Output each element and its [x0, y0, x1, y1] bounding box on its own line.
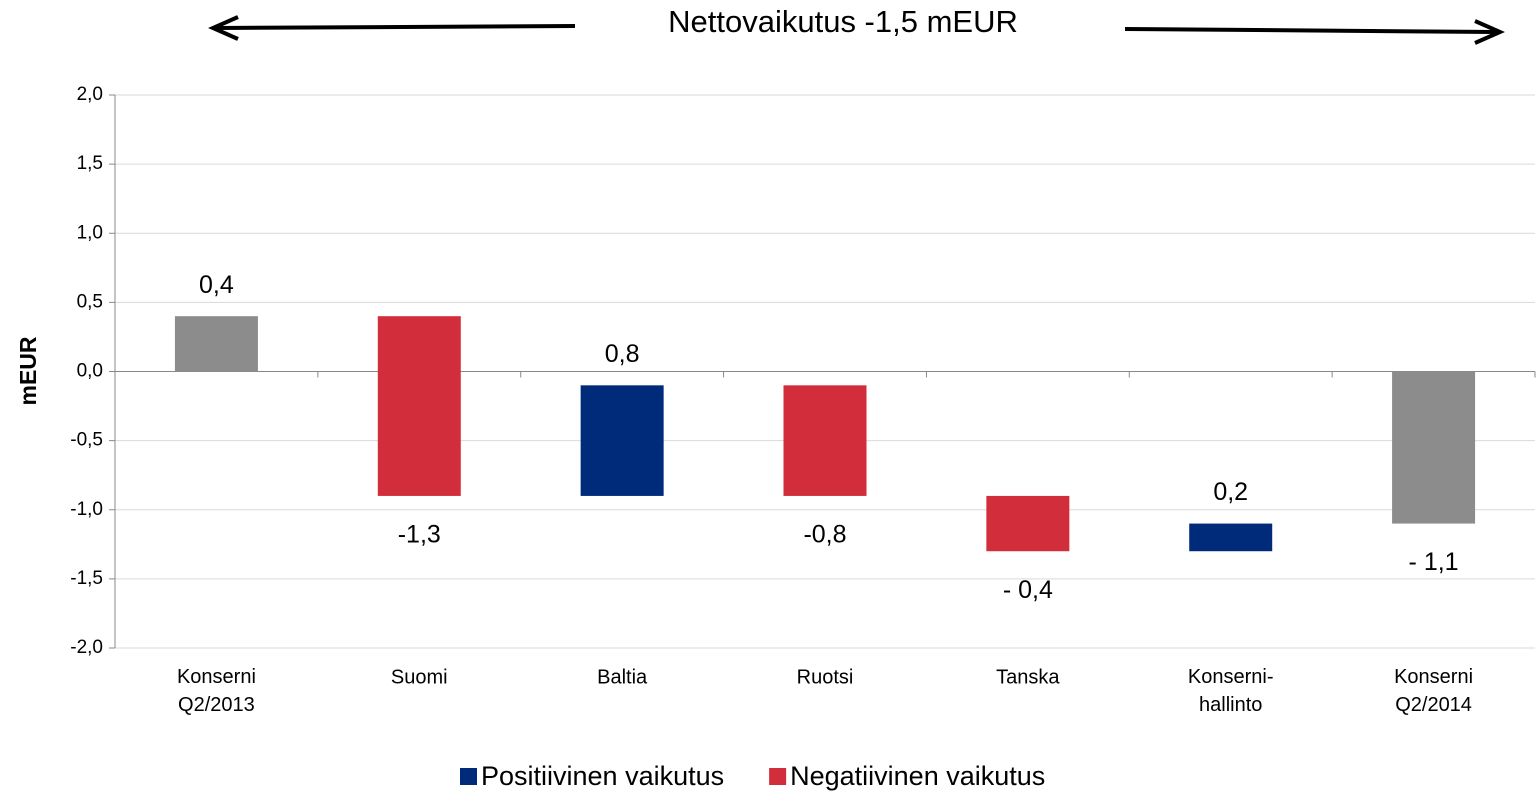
y-tick-label: 1,5	[77, 153, 103, 174]
y-tick-label: -1,5	[70, 568, 103, 589]
arrow-left	[208, 15, 576, 41]
data-label: 0,4	[199, 271, 234, 299]
chart-title: Nettovaikutus -1,5 mEUR	[668, 4, 1018, 39]
x-tick-label: Tanska	[996, 666, 1060, 688]
bar	[1189, 523, 1273, 552]
legend-swatch	[769, 768, 787, 785]
y-tick-label: -2,0	[70, 637, 103, 658]
x-tick-label: Suomi	[391, 666, 448, 688]
bar	[377, 316, 461, 496]
data-label: -0,8	[803, 521, 846, 549]
x-tick-label: Ruotsi	[797, 666, 854, 688]
x-tick-label: Konserni Q2/2014	[1394, 666, 1473, 716]
legend-label: Positiivinen vaikutus	[481, 761, 724, 791]
data-label: -1,3	[398, 521, 441, 549]
legend-label: Negatiivinen vaikutus	[790, 761, 1045, 791]
y-tick-label: 0,0	[77, 361, 103, 382]
bar	[580, 385, 664, 496]
data-label: 0,8	[605, 340, 640, 368]
bar	[783, 385, 867, 496]
x-tick-label: Baltia	[597, 666, 648, 688]
x-tick-label: Konserni-hallinto	[1188, 666, 1274, 716]
data-label: - 1,1	[1409, 548, 1459, 576]
bar	[986, 495, 1070, 552]
y-tick-label: -1,0	[70, 499, 103, 520]
y-tick-label: 1,0	[77, 222, 103, 243]
arrow-right	[1124, 19, 1505, 45]
x-tick-label: Konserni Q2/2013	[177, 666, 256, 716]
bar	[174, 316, 258, 372]
bar	[1392, 371, 1476, 524]
y-axis-label: mEUR	[15, 336, 41, 405]
data-label: 0,2	[1213, 478, 1248, 506]
legend: Positiivinen vaikutus Negatiivinen vaikut…	[460, 761, 1045, 791]
y-tick-label: -0,5	[70, 430, 103, 451]
y-tick-label: 0,5	[77, 291, 103, 312]
data-label: - 0,4	[1003, 576, 1053, 604]
y-tick-label: 2,0	[77, 84, 103, 105]
legend-swatch	[460, 768, 477, 785]
